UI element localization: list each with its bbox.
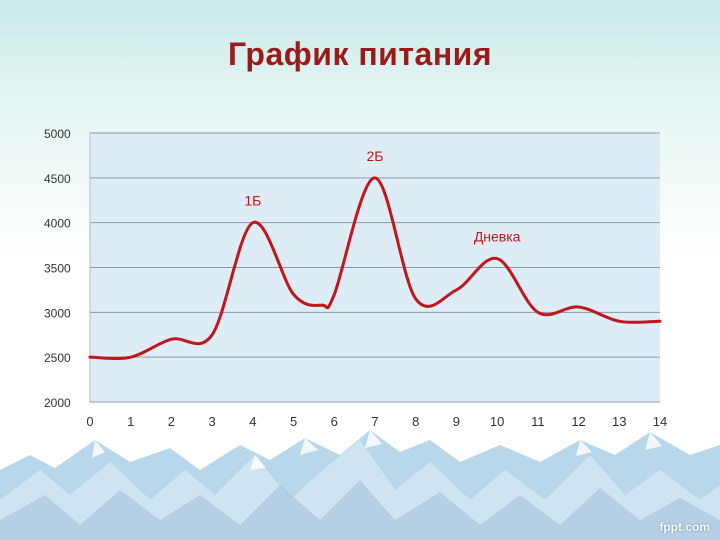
- y-tick-label: 4500: [44, 172, 71, 186]
- x-tick-label: 12: [571, 414, 585, 429]
- x-tick-label: 3: [209, 414, 216, 429]
- annotation-label: 1Б: [244, 193, 261, 209]
- y-tick-label: 4000: [44, 217, 71, 231]
- annotation-label: Дневка: [474, 229, 521, 245]
- mountain-shadow-layer: [0, 480, 720, 540]
- watermark: fppt.com: [659, 520, 710, 534]
- x-tick-label: 9: [453, 414, 460, 429]
- annotation-label: 2Б: [367, 148, 384, 164]
- y-tick-label: 5000: [44, 127, 71, 141]
- x-tick-label: 5: [290, 414, 297, 429]
- x-tick-label: 2: [168, 414, 175, 429]
- x-tick-label: 14: [653, 414, 667, 429]
- x-tick-label: 8: [412, 414, 419, 429]
- x-tick-label: 0: [86, 414, 93, 429]
- y-tick-label: 2000: [44, 396, 71, 410]
- x-tick-label: 6: [331, 414, 338, 429]
- x-tick-label: 13: [612, 414, 626, 429]
- y-tick-label: 3000: [44, 306, 71, 320]
- y-tick-label: 3500: [44, 262, 71, 276]
- x-tick-label: 7: [371, 414, 378, 429]
- x-tick-label: 4: [249, 414, 256, 429]
- slide-title: График питания: [228, 36, 492, 72]
- x-tick-label: 11: [531, 414, 545, 429]
- y-tick-label: 2500: [44, 351, 71, 365]
- x-tick-label: 1: [127, 414, 134, 429]
- x-tick-label: 10: [490, 414, 504, 429]
- series-line: [88, 176, 662, 360]
